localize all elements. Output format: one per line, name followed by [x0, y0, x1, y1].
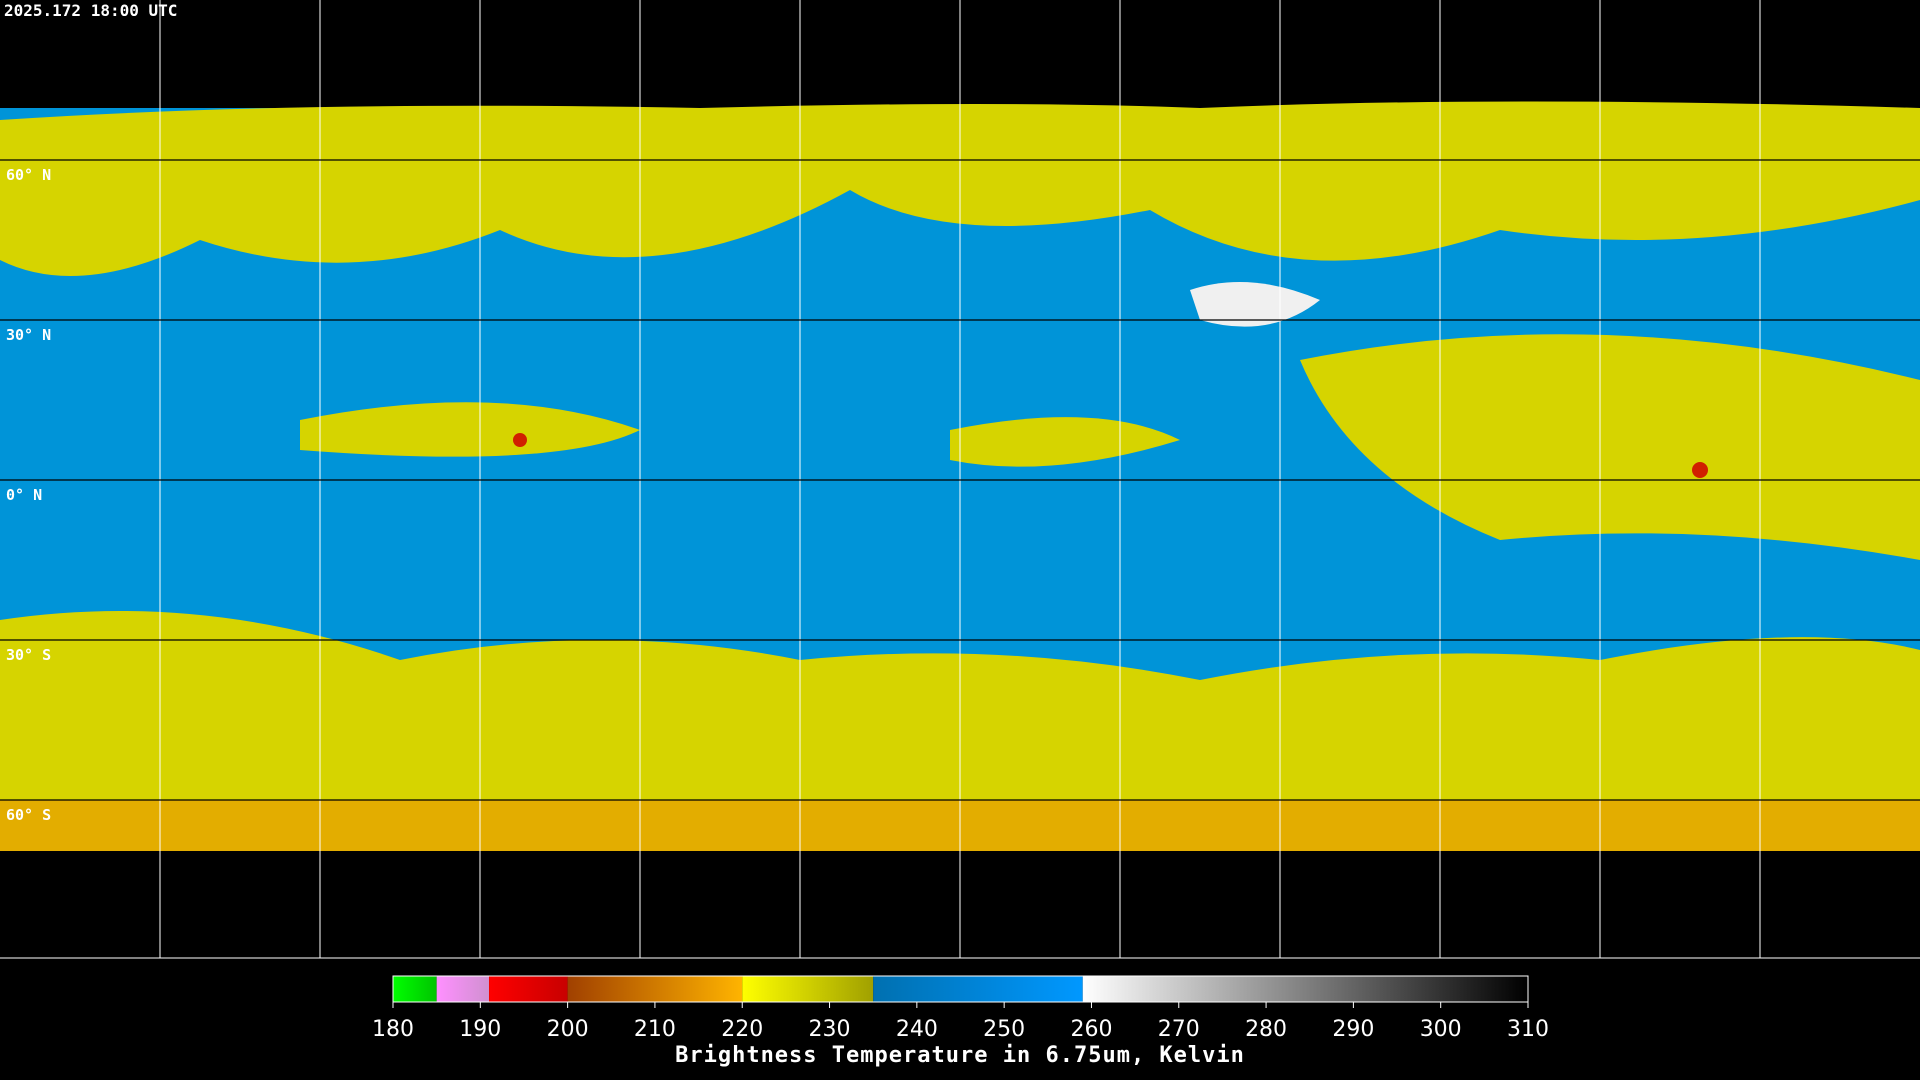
colorbar-segment	[436, 976, 490, 1002]
colorbar-frame	[392, 975, 1529, 1003]
colorbar-tick-label: 240	[896, 1017, 938, 1042]
colorbar-segment	[393, 976, 437, 1002]
warm-pool-clouds	[1300, 334, 1920, 560]
latitude-label: 60° S	[6, 806, 51, 824]
colorbar-tick-label: 190	[459, 1017, 501, 1042]
colorbar-tick-label: 180	[372, 1017, 414, 1042]
colorbar-tick-label: 210	[634, 1017, 676, 1042]
colorbar-segment	[873, 976, 1083, 1002]
colorbar-tick-label: 250	[983, 1017, 1025, 1042]
colorbar-segment	[1082, 976, 1528, 1002]
latitude-label: 30° N	[6, 326, 51, 344]
itcz-africa	[950, 417, 1180, 467]
itcz-america	[300, 402, 640, 457]
colorbar-tick-label: 200	[547, 1017, 589, 1042]
colorbar-label: Brightness Temperature in 6.75um, Kelvin	[675, 1043, 1245, 1068]
colorbar-segment	[489, 976, 568, 1002]
colorbar-tick-label: 230	[809, 1017, 851, 1042]
deep-convection	[1692, 462, 1708, 478]
dry-region	[1190, 282, 1320, 327]
colorbar-segment	[742, 976, 874, 1002]
colorbar-tick-label: 260	[1070, 1017, 1112, 1042]
colorbar-tick-label: 300	[1420, 1017, 1462, 1042]
colorbar-segment	[567, 976, 743, 1002]
timestamp: 2025.172 18:00 UTC	[4, 1, 177, 20]
graticule	[0, 0, 1920, 959]
latitude-label: 0° N	[6, 486, 42, 504]
colorbar-tick-label: 290	[1332, 1017, 1374, 1042]
deep-convection	[513, 433, 527, 447]
latitude-label: 60° N	[6, 166, 51, 184]
latitude-label: 30° S	[6, 646, 51, 664]
colorbar-tick-label: 220	[721, 1017, 763, 1042]
colorbar-tick-label: 310	[1507, 1017, 1549, 1042]
colorbar-tick-label: 270	[1158, 1017, 1200, 1042]
colorbar-tick-label: 280	[1245, 1017, 1287, 1042]
